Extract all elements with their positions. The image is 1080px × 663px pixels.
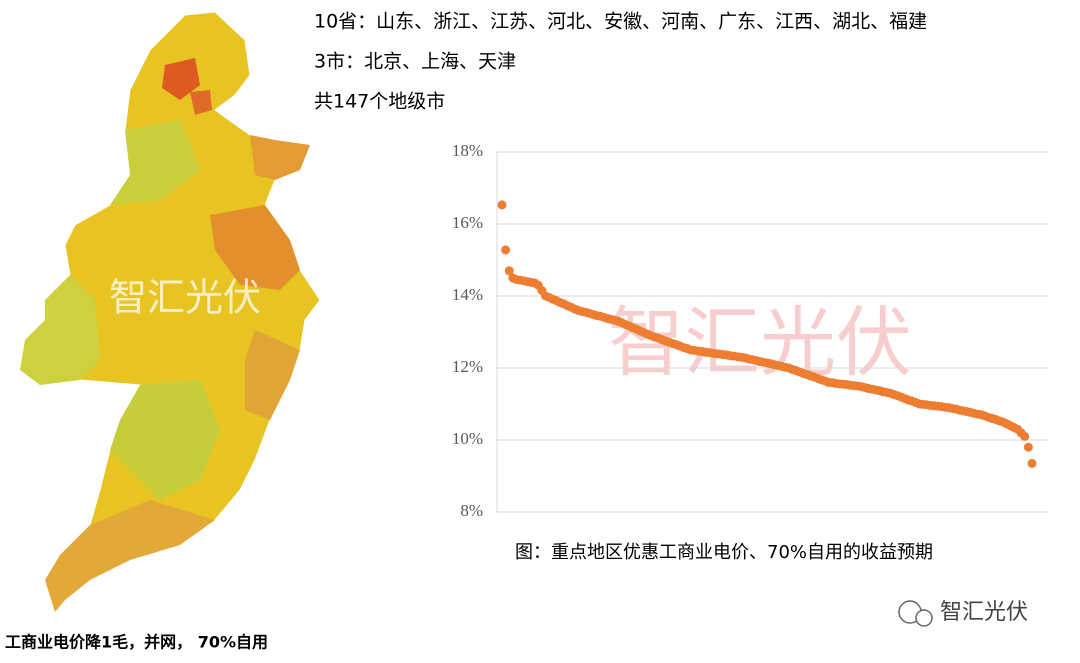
map-region [110,120,200,205]
y-tick-label: 12% [452,357,483,376]
map-region [210,205,300,290]
logo-icon [915,609,933,627]
map-region [20,275,100,385]
y-tick-label: 18% [452,141,483,160]
map-region [245,330,300,420]
point [501,245,511,255]
plot: 8% 10% 12% 14% 16% 18% [452,141,1048,520]
header-provinces: 10省：山东、浙江、江苏、河北、安徽、河南、广东、江西、湖北、福建 [314,11,927,33]
logo: 智汇光伏 [898,600,1028,627]
point [504,266,514,276]
map-region [45,500,215,612]
y-tick-label: 8% [460,501,483,520]
map-region [190,90,212,115]
watermark: 智汇光伏 [109,276,261,320]
point [1020,431,1030,441]
point [497,200,507,210]
map-caption: 工商业电价降1毛，并网， 70%自用 [5,633,268,652]
point [1023,442,1033,452]
y-tick-label: 14% [452,285,483,304]
map-region [250,135,310,180]
header-cities: 3市：北京、上海、天津 [314,51,516,73]
y-tick-label: 16% [452,213,483,232]
map-region [162,58,200,100]
chart-caption: 图：重点地区优惠工商业电价、70%自用的收益预期 [515,542,933,563]
watermark: 智汇光伏 [608,298,912,387]
header-count: 共147个地级市 [314,91,445,113]
point [1027,458,1037,468]
map: 智汇光伏 [19,11,321,614]
y-tick-label: 10% [452,429,483,448]
logo-text: 智汇光伏 [940,600,1028,625]
map-region [110,380,220,500]
